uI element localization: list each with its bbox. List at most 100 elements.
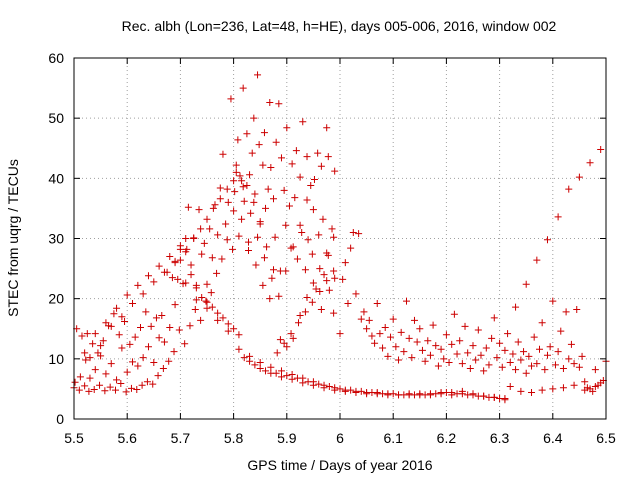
data-point bbox=[275, 292, 283, 300]
data-point bbox=[573, 305, 581, 313]
y-axis-label: STEC from uqrg / TECUs bbox=[5, 159, 21, 317]
data-point bbox=[175, 326, 183, 334]
data-point bbox=[413, 338, 421, 346]
data-point bbox=[541, 366, 549, 374]
data-point bbox=[424, 337, 432, 345]
data-point bbox=[106, 383, 114, 391]
data-point bbox=[230, 325, 238, 333]
data-point bbox=[289, 334, 297, 342]
data-point bbox=[203, 280, 211, 288]
data-point bbox=[118, 344, 126, 352]
data-point bbox=[331, 274, 339, 282]
data-point bbox=[139, 354, 147, 362]
data-point bbox=[122, 388, 130, 396]
data-points bbox=[70, 71, 610, 404]
data-point bbox=[314, 149, 322, 157]
data-point bbox=[256, 364, 264, 372]
data-point bbox=[557, 327, 565, 335]
data-point bbox=[296, 221, 304, 229]
data-point bbox=[533, 360, 541, 368]
data-point bbox=[395, 356, 403, 364]
data-point bbox=[115, 331, 123, 339]
grid-lines bbox=[74, 58, 606, 419]
data-point bbox=[182, 235, 190, 242]
data-point bbox=[570, 381, 578, 389]
data-point bbox=[324, 153, 332, 161]
data-point bbox=[150, 358, 158, 366]
data-point bbox=[363, 389, 371, 397]
data-point bbox=[309, 206, 317, 214]
data-point bbox=[224, 320, 232, 328]
data-point bbox=[355, 230, 363, 238]
data-point bbox=[174, 275, 182, 283]
data-point bbox=[102, 370, 110, 378]
data-point bbox=[99, 337, 107, 345]
data-point bbox=[298, 228, 306, 236]
data-point bbox=[91, 330, 99, 338]
data-point bbox=[236, 172, 244, 180]
x-tick-label: 6.2 bbox=[437, 430, 457, 446]
data-point bbox=[352, 290, 360, 298]
data-point bbox=[203, 298, 211, 306]
data-point bbox=[235, 232, 243, 240]
y-tick-label: 60 bbox=[48, 50, 64, 66]
data-point bbox=[113, 304, 121, 312]
data-point bbox=[195, 206, 203, 214]
data-point bbox=[254, 71, 262, 79]
data-point bbox=[365, 316, 373, 324]
data-point bbox=[299, 374, 307, 382]
data-point bbox=[410, 316, 418, 324]
data-point bbox=[482, 344, 490, 352]
data-point bbox=[405, 334, 413, 342]
data-point bbox=[243, 130, 251, 138]
data-point bbox=[203, 215, 211, 223]
data-point bbox=[158, 312, 166, 320]
data-point bbox=[209, 204, 217, 212]
data-point bbox=[309, 279, 317, 287]
y-tick-labels: 0 10 20 30 40 50 60 bbox=[48, 50, 64, 427]
data-point bbox=[214, 316, 222, 324]
data-point bbox=[416, 325, 424, 333]
data-point bbox=[536, 345, 543, 353]
data-point bbox=[565, 355, 573, 363]
data-point bbox=[231, 188, 239, 196]
y-tick-label: 30 bbox=[48, 231, 64, 247]
data-point bbox=[344, 299, 352, 307]
y-tick-label: 0 bbox=[56, 411, 64, 427]
data-point bbox=[266, 295, 274, 303]
data-point bbox=[488, 334, 496, 342]
data-point bbox=[517, 356, 525, 364]
data-point bbox=[303, 196, 311, 204]
data-point bbox=[121, 318, 129, 326]
data-point bbox=[512, 303, 520, 311]
data-point bbox=[277, 154, 285, 162]
data-point bbox=[341, 386, 349, 394]
data-point bbox=[360, 308, 368, 316]
data-point bbox=[211, 201, 219, 209]
data-point bbox=[283, 343, 291, 351]
data-point bbox=[434, 362, 442, 370]
data-point bbox=[259, 281, 267, 289]
data-point bbox=[223, 185, 231, 193]
data-point bbox=[190, 235, 198, 242]
data-point bbox=[325, 383, 333, 391]
data-point bbox=[273, 349, 281, 357]
data-point bbox=[176, 245, 184, 253]
data-point bbox=[138, 381, 146, 389]
data-point bbox=[216, 184, 224, 192]
x-axis-label: GPS time / Days of year 2016 bbox=[247, 457, 432, 473]
x-tick-label: 6.4 bbox=[543, 430, 563, 446]
data-point bbox=[192, 296, 200, 304]
data-point bbox=[437, 345, 445, 353]
data-point bbox=[230, 207, 238, 215]
data-point bbox=[288, 160, 296, 168]
data-point bbox=[198, 250, 206, 258]
data-point bbox=[266, 99, 274, 107]
data-point bbox=[267, 164, 275, 172]
data-point bbox=[469, 391, 477, 399]
data-point bbox=[218, 255, 226, 263]
data-point bbox=[127, 384, 135, 392]
data-point bbox=[192, 281, 200, 289]
data-point bbox=[165, 357, 173, 365]
data-point bbox=[341, 259, 349, 267]
